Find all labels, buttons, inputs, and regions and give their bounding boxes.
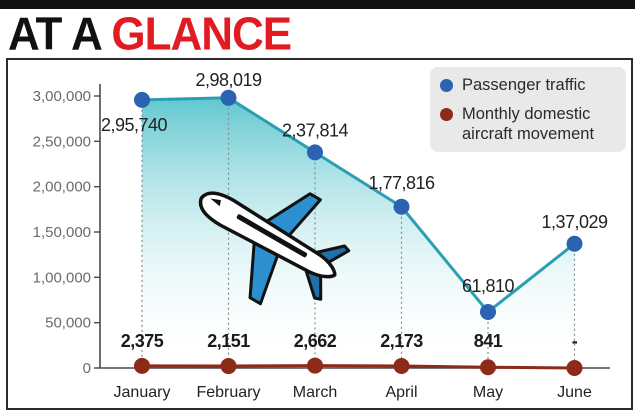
passenger-point [134, 91, 150, 108]
top-rule [0, 0, 635, 9]
legend-label-aircraft-line1: Monthly domestic [462, 105, 591, 123]
y-tick-label: 2,50,000 [33, 133, 91, 150]
x-tick-label: February [196, 384, 260, 401]
aircraft-data-label: 2,375 [121, 331, 164, 351]
passenger-point [220, 89, 237, 106]
passenger-point [480, 303, 496, 320]
x-tick-label: April [385, 384, 417, 401]
aircraft-point [220, 358, 237, 375]
passenger-point [566, 235, 583, 252]
aircraft-point [134, 357, 150, 374]
passenger-data-label: 61,810 [462, 276, 515, 296]
aircraft-line [134, 357, 583, 376]
aircraft-data-label: 841 [474, 331, 503, 351]
aircraft-data-label: 2,151 [207, 331, 250, 351]
passenger-data-label: 1,77,816 [368, 173, 435, 193]
legend-label-aircraft-line2: aircraft movement [462, 125, 595, 143]
title-part-2: GLANCE [111, 8, 292, 61]
legend-label-aircraft: Monthly domestic aircraft movement [462, 104, 594, 144]
legend-marker-aircraft [440, 108, 453, 121]
legend: Passenger traffic Monthly domestic aircr… [430, 67, 626, 152]
airplane-icon [198, 191, 351, 306]
title-part-1: AT A [8, 8, 112, 61]
passenger-area-fill [142, 97, 575, 368]
legend-item-passenger: Passenger traffic [440, 75, 586, 95]
aircraft-point [393, 358, 410, 375]
aircraft-point [480, 359, 496, 376]
passenger-area [142, 97, 575, 368]
aircraft-point [566, 360, 583, 376]
page-title: AT A GLANCE [8, 8, 292, 61]
passenger-point [307, 144, 323, 161]
aircraft-data-label: 2,173 [380, 331, 423, 351]
y-tick-label: 0 [83, 360, 91, 377]
passenger-point [393, 198, 410, 215]
y-tick-label: 1,50,000 [33, 224, 91, 241]
x-tick-label: January [114, 384, 171, 401]
passenger-line [134, 89, 583, 320]
aircraft-data-label: - [572, 331, 578, 351]
aircraft-point [307, 357, 323, 374]
y-tick-label: 50,000 [45, 315, 91, 332]
dotted-guides [141, 97, 576, 368]
passenger-data-label: 2,98,019 [195, 70, 262, 90]
y-tick-label: 1,00,000 [33, 269, 91, 286]
passenger-data-label: 2,37,814 [282, 120, 349, 140]
y-tick-label: 2,00,000 [33, 179, 91, 196]
x-tick-label: March [293, 384, 337, 401]
legend-marker-passenger [440, 79, 453, 92]
legend-item-aircraft: Monthly domestic aircraft movement [440, 104, 594, 144]
x-tick-label: May [473, 384, 503, 401]
data-labels: 2,95,740 2,98,019 2,37,814 1,77,816 61,810 1,… [101, 70, 609, 351]
passenger-series-line [141, 96, 576, 315]
y-tick-label: 3,00,000 [33, 88, 91, 105]
x-tick-label: June [557, 384, 592, 401]
passenger-data-label: 2,95,740 [101, 115, 168, 135]
aircraft-data-label: 2,662 [294, 331, 337, 351]
aircraft-series-line [141, 364, 575, 370]
passenger-data-label: 1,37,029 [541, 212, 608, 232]
legend-label-passenger: Passenger traffic [462, 76, 586, 94]
